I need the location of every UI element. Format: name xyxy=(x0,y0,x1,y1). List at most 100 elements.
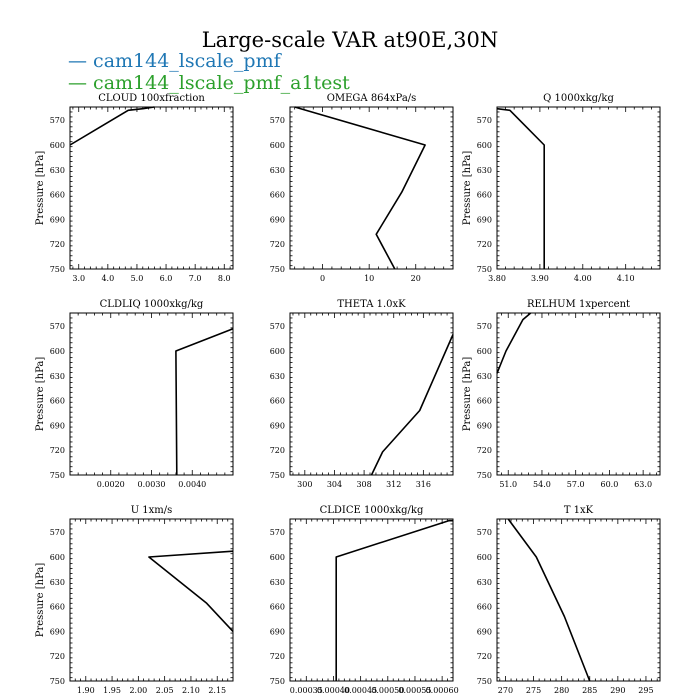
panel-0-ytick-label: 660 xyxy=(50,191,65,200)
panel-1-xtick-label: 0 xyxy=(320,274,325,283)
panel-6-frame xyxy=(69,518,234,682)
panel-5-ytick-label: 570 xyxy=(477,322,492,331)
panel-6-xtick-label: 2.05 xyxy=(156,686,174,695)
panel-5-xtick-label: 51.0 xyxy=(499,480,517,489)
panel-1-xtick-label: 20 xyxy=(411,274,421,283)
panel-8-xtick-label: 280 xyxy=(554,686,569,695)
panel-1-ytick-label: 690 xyxy=(270,215,285,224)
panel-3-ytick-label: 570 xyxy=(50,322,65,331)
panel-5-ytick-label: 600 xyxy=(477,347,492,356)
panel-4-xtick-label: 316 xyxy=(416,480,431,489)
panel-0-ylabel: Pressure [hPa] xyxy=(35,151,46,226)
panel-5-frame xyxy=(496,312,661,476)
panel-2-ytick-label: 600 xyxy=(477,141,492,150)
panel-4-ytick-label: 750 xyxy=(270,471,285,480)
panel-0-ytick-label: 630 xyxy=(50,166,65,175)
panel-8-ytick-label: 630 xyxy=(477,578,492,587)
panel-8-xtick-label: 275 xyxy=(526,686,541,695)
panel-4-ytick-label: 660 xyxy=(270,397,285,406)
panel-1-xtick-label: 10 xyxy=(364,274,374,283)
panel-6-xtick-label: 1.95 xyxy=(103,686,121,695)
panel-5-xtick-label: 57.0 xyxy=(567,480,585,489)
panel-5-ytick-label: 690 xyxy=(477,421,492,430)
panel-0-ytick-label: 720 xyxy=(50,240,65,249)
panel-4-xtick-label: 300 xyxy=(297,480,312,489)
panel-2-xtick-label: 3.90 xyxy=(531,274,549,283)
panel-2-ytick-label: 570 xyxy=(477,116,492,125)
panel-3-ytick-label: 630 xyxy=(50,372,65,381)
panel-3-title: CLDLIQ 1000xkg/kg xyxy=(100,299,204,310)
legend-label-1: cam144_lscale_pmf_a1test xyxy=(93,72,350,94)
panel-2-title: Q 1000xkg/kg xyxy=(543,93,614,104)
panel-8-title: T 1xK xyxy=(564,505,594,516)
panel-6-xtick-label: 2.15 xyxy=(208,686,226,695)
panel-2-xtick-label: 4.00 xyxy=(574,274,592,283)
panel-7-xtick-label: 0.00060 xyxy=(426,686,459,695)
panel-6-title: U 1xm/s xyxy=(131,505,173,516)
legend-entry-0: — cam144_lscale_pmf xyxy=(68,50,281,72)
panel-8-xtick-label: 285 xyxy=(582,686,597,695)
panel-1-ytick-label: 750 xyxy=(270,265,285,274)
panel-7-title: CLDICE 1000xkg/kg xyxy=(320,505,424,516)
panel-5-ytick-label: 630 xyxy=(477,372,492,381)
panel-8-xtick-label: 270 xyxy=(498,686,513,695)
panel-4-title: THETA 1.0xK xyxy=(337,299,406,310)
panel-3-ytick-label: 720 xyxy=(50,446,65,455)
panel-7-ytick-label: 720 xyxy=(270,652,285,661)
panel-1-frame xyxy=(289,106,454,270)
panel-4-ytick-label: 720 xyxy=(270,446,285,455)
panel-0-series-line-0 xyxy=(69,106,155,146)
panel-0-title: CLOUD 100xfraction xyxy=(98,93,205,104)
panel-7-ytick-label: 570 xyxy=(270,528,285,537)
panel-6-series-line-0 xyxy=(148,550,234,632)
panel-8-xtick-label: 290 xyxy=(610,686,625,695)
panel-3-ytick-label: 750 xyxy=(50,471,65,480)
panel-3-series-line-0 xyxy=(175,327,234,476)
panel-8-frame xyxy=(496,518,661,682)
panel-5-xtick-label: 63.0 xyxy=(634,480,652,489)
panel-0-xtick-label: 7.0 xyxy=(189,274,202,283)
panel-4-xtick-label: 308 xyxy=(356,480,371,489)
panel-1-ytick-label: 600 xyxy=(270,141,285,150)
panel-8-series-line-0 xyxy=(507,518,591,682)
panel-8-xtick-label: 295 xyxy=(638,686,653,695)
panel-4-ytick-label: 690 xyxy=(270,421,285,430)
panel-5-xtick-label: 60.0 xyxy=(601,480,619,489)
panel-3-xtick-label: 0.0020 xyxy=(97,480,125,489)
panel-0-xtick-label: 5.0 xyxy=(131,274,144,283)
panel-7-series-line-0 xyxy=(335,519,453,681)
panel-7-frame xyxy=(289,518,454,682)
legend-marker: — xyxy=(68,50,94,72)
panel-1-ytick-label: 570 xyxy=(270,116,285,125)
panel-8-ytick-label: 720 xyxy=(477,652,492,661)
panel-0-xtick-label: 8.0 xyxy=(218,274,231,283)
panel-8-ytick-label: 750 xyxy=(477,677,492,686)
panel-1-series-line-0 xyxy=(294,106,426,270)
panel-8-ytick-label: 600 xyxy=(477,553,492,562)
panel-3-xtick-label: 0.0030 xyxy=(138,480,166,489)
panel-6-ytick-label: 660 xyxy=(50,603,65,612)
panel-2-ylabel: Pressure [hPa] xyxy=(462,151,473,226)
panel-7-ytick-label: 750 xyxy=(270,677,285,686)
panel-1-ytick-label: 660 xyxy=(270,191,285,200)
panel-7-ytick-label: 600 xyxy=(270,553,285,562)
panel-3-ytick-label: 600 xyxy=(50,347,65,356)
panel-0-ytick-label: 690 xyxy=(50,215,65,224)
panel-6-ytick-label: 600 xyxy=(50,553,65,562)
panel-4-frame xyxy=(289,312,454,476)
figure-title: Large-scale VAR at90E,30N xyxy=(201,28,499,52)
panel-5-series-line-0 xyxy=(496,312,532,374)
panel-6-ylabel: Pressure [hPa] xyxy=(35,563,46,638)
panel-7-xtick-label: 0.00040 xyxy=(317,686,350,695)
panel-1-ytick-label: 720 xyxy=(270,240,285,249)
panel-4-ytick-label: 630 xyxy=(270,372,285,381)
panel-6-ytick-label: 720 xyxy=(50,652,65,661)
panel-4-xtick-label: 312 xyxy=(386,480,401,489)
panel-0-ytick-label: 600 xyxy=(50,141,65,150)
panel-6-xtick-label: 1.90 xyxy=(77,686,95,695)
panel-7-ytick-label: 660 xyxy=(270,603,285,612)
panel-2-xtick-label: 3.80 xyxy=(488,274,506,283)
panel-5-title: RELHUM 1xpercent xyxy=(527,299,630,310)
panel-5-ylabel: Pressure [hPa] xyxy=(462,357,473,432)
